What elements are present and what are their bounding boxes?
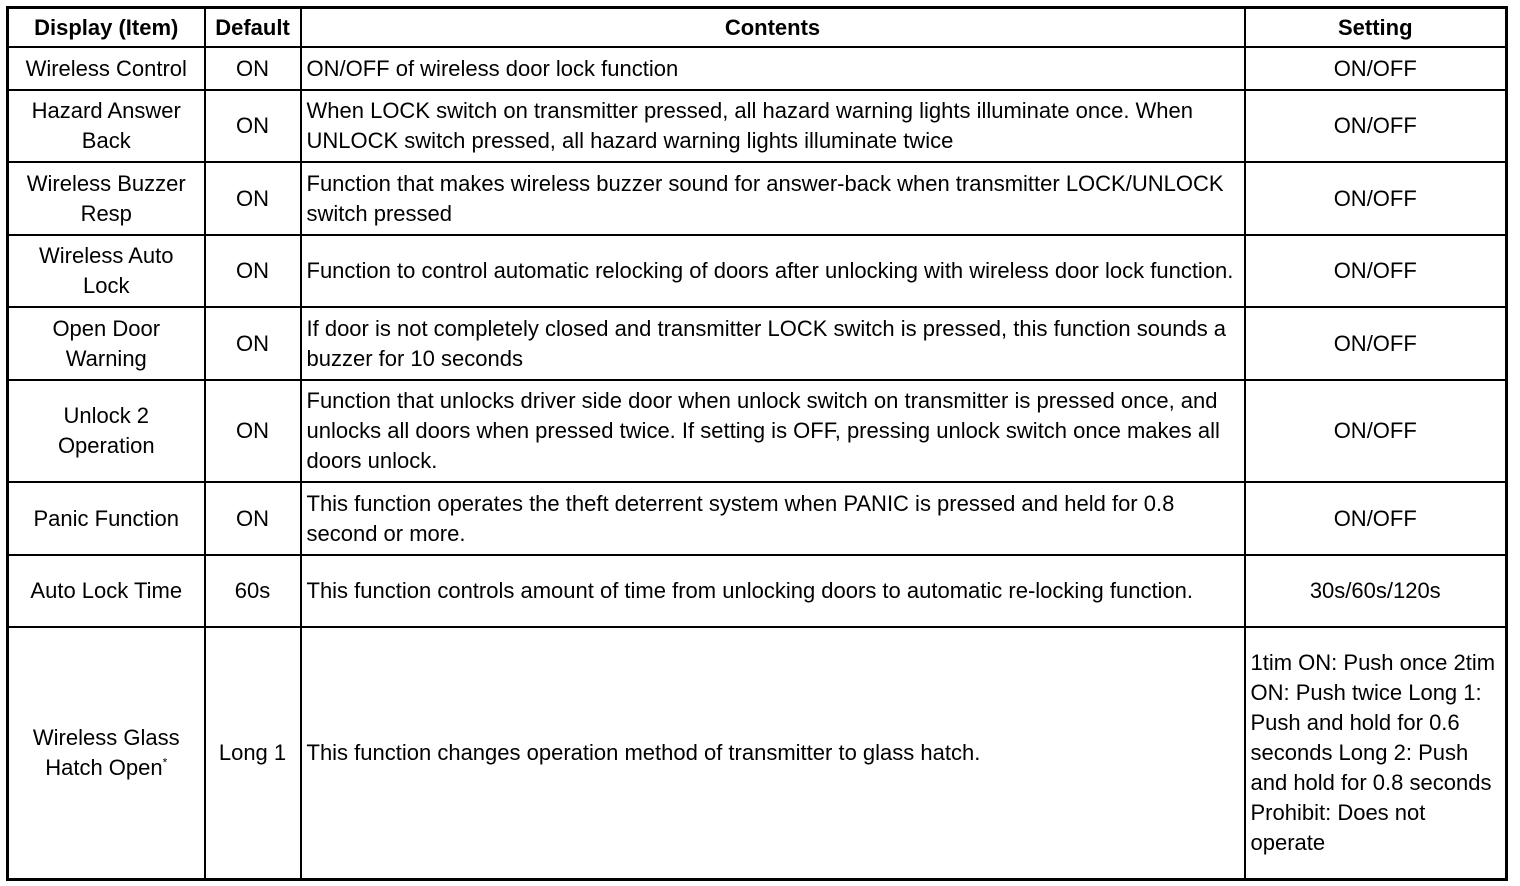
item-cell: Wireless Control: [6, 46, 206, 91]
header-contents: Contents: [299, 6, 1246, 48]
contents-cell: This function changes operation method o…: [299, 626, 1246, 880]
table-row: Wireless Control ON ON/OFF of wireless doo…: [6, 46, 1508, 91]
default-cell: ON: [203, 161, 302, 236]
header-display-item: Display (Item): [6, 6, 206, 48]
default-cell: ON: [203, 379, 302, 483]
setting-cell: 1tim ON: Push once 2tim ON: Push twice L…: [1243, 626, 1508, 880]
item-cell: Wireless Glass Hatch Open*: [6, 626, 206, 880]
item-cell: Unlock 2 Operation: [6, 379, 206, 483]
header-row: Display (Item) Default Contents Setting: [6, 6, 1508, 48]
setting-cell: ON/OFF: [1243, 379, 1508, 483]
table-row: Wireless Auto Lock ON Function to control …: [6, 234, 1508, 308]
default-cell: 60s: [203, 554, 302, 628]
default-cell: ON: [203, 306, 302, 381]
setting-cell: 30s/60s/120s: [1243, 554, 1508, 628]
table-row: Panic Function ON This function operates t…: [6, 481, 1508, 556]
table-row: Open Door Warning ON If door is not comple…: [6, 306, 1508, 381]
contents-cell: When LOCK switch on transmitter pressed,…: [299, 89, 1246, 163]
contents-cell: Function to control automatic relocking …: [299, 234, 1246, 308]
setting-cell: ON/OFF: [1243, 89, 1508, 163]
item-cell: Auto Lock Time: [6, 554, 206, 628]
settings-table: Display (Item) Default Contents Setting …: [6, 6, 1508, 881]
item-cell: Hazard Answer Back: [6, 89, 206, 163]
setting-cell: ON/OFF: [1243, 234, 1508, 308]
contents-cell: Function that makes wireless buzzer soun…: [299, 161, 1246, 236]
table-row: Auto Lock Time 60s This function controls …: [6, 554, 1508, 628]
setting-cell: ON/OFF: [1243, 161, 1508, 236]
setting-cell: ON/OFF: [1243, 46, 1508, 91]
item-text: Wireless Glass Hatch Open: [32, 724, 180, 780]
default-cell: ON: [203, 46, 302, 91]
item-cell: Open Door Warning: [6, 306, 206, 381]
default-cell: ON: [203, 481, 302, 556]
table-row: Wireless Glass Hatch Open* Long 1 This f…: [6, 626, 1508, 880]
table-row: Hazard Answer Back ON When LOCK switch on …: [6, 89, 1508, 163]
setting-cell: ON/OFF: [1243, 481, 1508, 556]
footnote-mark: *: [162, 755, 168, 770]
setting-cell: ON/OFF: [1243, 306, 1508, 381]
item-cell: Wireless Buzzer Resp: [6, 161, 206, 236]
contents-cell: This function controls amount of time fr…: [299, 554, 1246, 628]
contents-cell: This function operates the theft deterre…: [299, 481, 1246, 556]
contents-cell: ON/OFF of wireless door lock function: [299, 46, 1246, 91]
item-cell: Wireless Auto Lock: [6, 234, 206, 308]
table-row: Unlock 2 Operation ON Function that unlock…: [6, 379, 1508, 483]
default-cell: ON: [203, 234, 302, 308]
header-setting: Setting: [1243, 6, 1508, 48]
default-cell: ON: [203, 89, 302, 163]
header-default: Default: [203, 6, 302, 48]
contents-cell: If door is not completely closed and tra…: [299, 306, 1246, 381]
item-cell: Panic Function: [6, 481, 206, 556]
default-cell: Long 1: [203, 626, 302, 880]
contents-cell: Function that unlocks driver side door w…: [299, 379, 1246, 483]
table-row: Wireless Buzzer Resp ON Function that make…: [6, 161, 1508, 236]
